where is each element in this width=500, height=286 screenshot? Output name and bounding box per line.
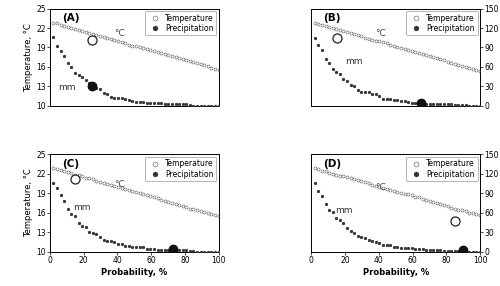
Text: (C): (C) bbox=[62, 159, 79, 169]
Text: mm: mm bbox=[335, 206, 352, 215]
Text: °C: °C bbox=[114, 180, 125, 189]
Legend: Temperature, Precipitation: Temperature, Precipitation bbox=[145, 11, 216, 35]
Y-axis label: Temperature, °C: Temperature, °C bbox=[24, 169, 34, 237]
Text: mm: mm bbox=[58, 83, 76, 92]
X-axis label: Probability, %: Probability, % bbox=[101, 268, 168, 277]
Text: (D): (D) bbox=[323, 159, 342, 169]
Text: mm: mm bbox=[345, 57, 362, 66]
Legend: Temperature, Precipitation: Temperature, Precipitation bbox=[406, 157, 477, 181]
Text: (A): (A) bbox=[62, 13, 80, 23]
Legend: Temperature, Precipitation: Temperature, Precipitation bbox=[406, 11, 477, 35]
Y-axis label: Temperature, °C: Temperature, °C bbox=[24, 23, 34, 92]
Text: mm: mm bbox=[74, 202, 91, 212]
Text: °C: °C bbox=[114, 29, 125, 38]
Text: °C: °C bbox=[376, 183, 386, 192]
Text: °C: °C bbox=[376, 29, 386, 38]
Legend: Temperature, Precipitation: Temperature, Precipitation bbox=[145, 157, 216, 181]
X-axis label: Probability, %: Probability, % bbox=[362, 268, 429, 277]
Text: (B): (B) bbox=[323, 13, 340, 23]
